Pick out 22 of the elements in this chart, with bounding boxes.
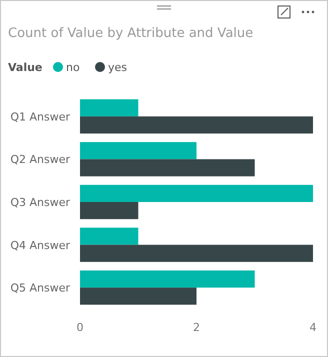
y-tick-label: Q2 Answer: [10, 153, 70, 166]
bar: [80, 288, 196, 305]
x-tick-label: 0: [76, 321, 84, 334]
bar: [80, 184, 313, 202]
bar: [80, 116, 313, 134]
x-tick-label: 2: [193, 321, 200, 334]
y-tick-label: Q3 Answer: [10, 196, 70, 209]
chart-title: Count of Value by Attribute and Value: [8, 26, 254, 41]
bar: [80, 202, 138, 220]
y-tick-label: Q5 Answer: [10, 282, 70, 295]
x-tick-label: 4: [310, 321, 316, 334]
bar: [80, 244, 313, 262]
y-tick-label: Q4 Answer: [10, 238, 70, 252]
bar: [80, 270, 255, 288]
legend-label: no: [66, 61, 80, 74]
bar: [80, 142, 196, 160]
legend-label: yes: [108, 61, 128, 74]
bar: [80, 99, 138, 116]
bar: [80, 228, 138, 245]
legend-title: Value: [8, 61, 42, 74]
y-tick-label: Q1 Answer: [10, 110, 70, 124]
bar: [80, 159, 255, 176]
